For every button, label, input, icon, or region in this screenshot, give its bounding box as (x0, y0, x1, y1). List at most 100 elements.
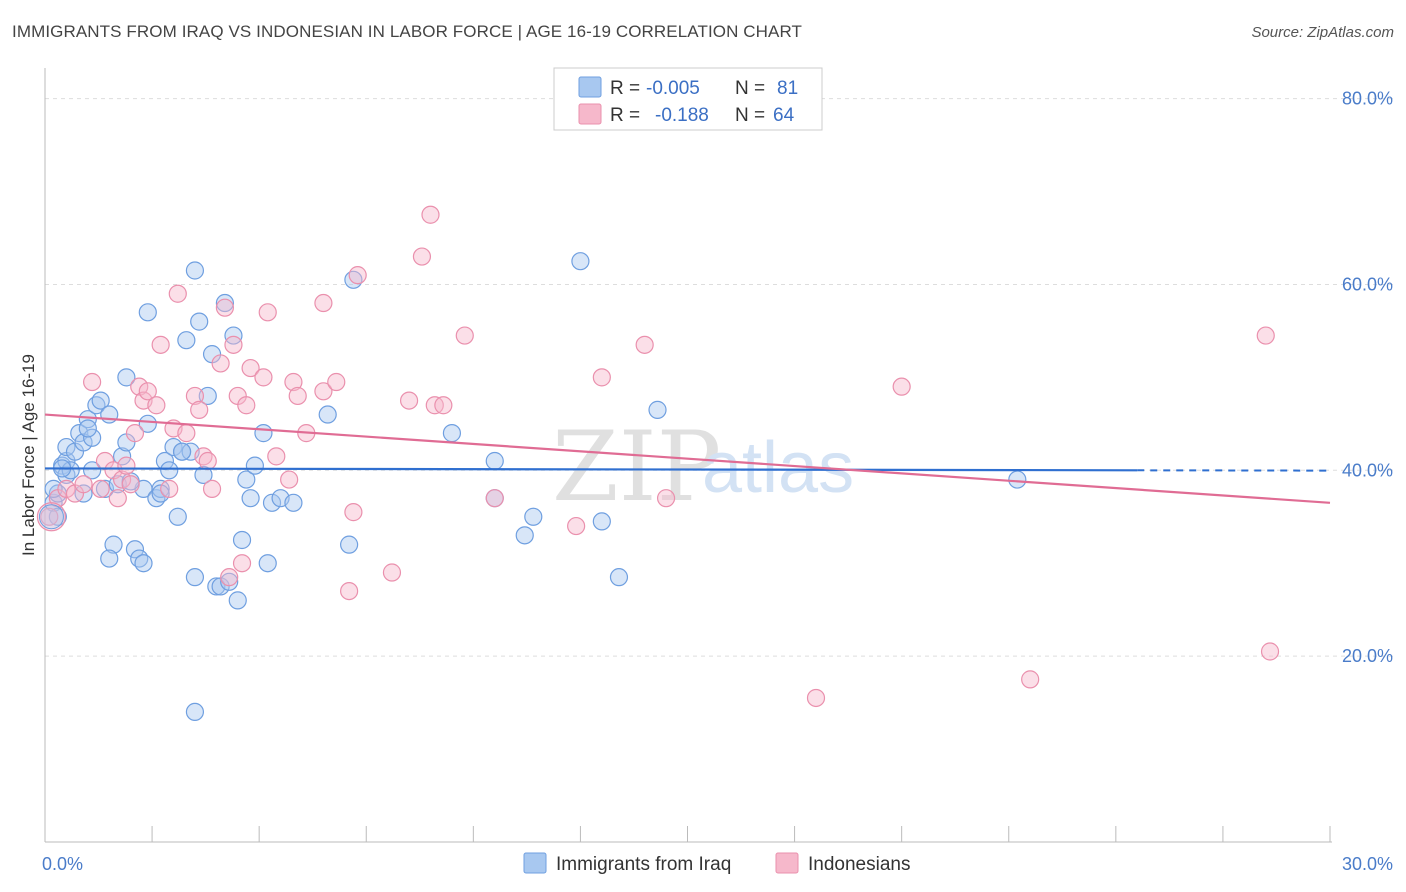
x-ticks (44, 826, 1331, 842)
point-iraq (592, 512, 611, 531)
x-tick-label-min: 0.0% (42, 854, 83, 874)
point-iraq (164, 437, 183, 457)
stats-legend-swatch-indonesian (578, 103, 602, 125)
point-indonesian (224, 335, 243, 354)
point-iraq (198, 386, 217, 406)
point-iraq (1008, 470, 1027, 489)
point-indonesian (202, 479, 222, 498)
point-indonesian (284, 372, 303, 392)
point-iraq (245, 456, 264, 475)
point-indonesian (211, 354, 230, 373)
stats-legend-r-value-indonesian: -0.188 (655, 105, 709, 126)
stats-legend: R = -0.005 N = 81 R = -0.188 N = 64 (553, 67, 823, 131)
series-legend-swatch-iraq (523, 852, 547, 874)
y-tick-label: 60.0% (1342, 274, 1393, 294)
point-indonesian (314, 382, 333, 401)
point-iraq (83, 428, 102, 447)
point-indonesian (280, 470, 299, 489)
point-indonesian (237, 396, 256, 415)
point-indonesian (314, 293, 333, 313)
point-iraq (284, 493, 303, 512)
watermark-zip: ZIP (552, 411, 721, 523)
point-indonesian (138, 382, 157, 401)
point-indonesian (806, 688, 826, 708)
point-indonesian (177, 424, 196, 443)
point-iraq (134, 554, 153, 573)
point-iraq (190, 312, 209, 331)
point-indonesian (592, 368, 611, 387)
point-indonesian (160, 479, 179, 498)
point-indonesian (455, 326, 474, 345)
point-indonesian (241, 358, 260, 378)
point-iraq (177, 331, 196, 350)
point-iraq (185, 702, 205, 722)
point-iraq (228, 591, 247, 610)
point-indonesian (1260, 642, 1280, 661)
point-iraq (232, 530, 252, 550)
point-iraq (104, 535, 123, 554)
chart-source: Source: ZipAtlas.com (1251, 24, 1394, 41)
point-indonesian (117, 456, 136, 475)
y-tick-label: 20.0% (1342, 646, 1393, 666)
point-iraq (57, 437, 76, 457)
point-indonesian (485, 489, 504, 508)
point-iraq (442, 424, 462, 443)
point-indonesian (254, 368, 273, 387)
point-cluster-blob (36, 502, 67, 532)
series-legend-swatch-indonesian (775, 852, 799, 874)
x-tick-label-max: 30.0% (1342, 854, 1393, 874)
point-iraq (215, 293, 234, 313)
point-iraq (160, 461, 179, 480)
trend-line-iraq (44, 467, 1138, 472)
stats-legend-n-value-indonesian: 64 (773, 105, 795, 126)
point-iraq (524, 507, 543, 526)
point-iraq (151, 484, 170, 503)
point-iraq (168, 507, 187, 526)
y-axis-label: In Labor Force | Age 16-19 (19, 354, 38, 556)
point-indonesian (267, 447, 286, 466)
point-indonesian (635, 335, 654, 354)
point-iraq (78, 419, 97, 438)
point-indonesian (382, 563, 402, 582)
point-indonesian (108, 489, 127, 508)
point-iraq (648, 400, 667, 419)
series-legend-label-indonesian: Indonesians (808, 854, 910, 875)
point-iraq (571, 252, 590, 271)
point-iraq (100, 549, 119, 568)
point-iraq (258, 554, 277, 573)
point-iraq (44, 479, 63, 498)
point-iraq (78, 410, 97, 429)
point-iraq (172, 442, 192, 461)
point-indonesian (288, 386, 307, 406)
point-iraq (254, 424, 273, 443)
point-iraq (74, 433, 93, 452)
point-indonesian (190, 400, 209, 419)
point-indonesian (147, 396, 166, 415)
stats-legend-r-label-indonesian: R = (610, 105, 640, 126)
point-indonesian (412, 247, 432, 266)
point-iraq (117, 368, 136, 387)
point-iraq (125, 540, 145, 559)
point-iraq (515, 526, 534, 545)
point-indonesian (91, 479, 110, 498)
point-indonesian (215, 298, 234, 317)
point-indonesian (567, 516, 586, 536)
point-indonesian (125, 424, 145, 443)
point-iraq (340, 535, 359, 554)
y-tick-label: 40.0% (1342, 460, 1393, 480)
point-iraq (609, 568, 629, 587)
point-indonesian (83, 372, 102, 392)
point-iraq (100, 405, 119, 424)
point-iraq (185, 261, 205, 280)
point-iraq (112, 447, 132, 466)
point-iraq (220, 572, 239, 591)
point-indonesian (892, 377, 911, 396)
grid-lines (45, 98, 1394, 657)
point-indonesian (151, 335, 170, 354)
point-indonesian (340, 581, 359, 601)
point-indonesian (344, 503, 363, 522)
point-indonesian (198, 451, 217, 471)
point-indonesian (1021, 670, 1040, 689)
stats-legend-n-label-iraq: N = (735, 78, 765, 99)
